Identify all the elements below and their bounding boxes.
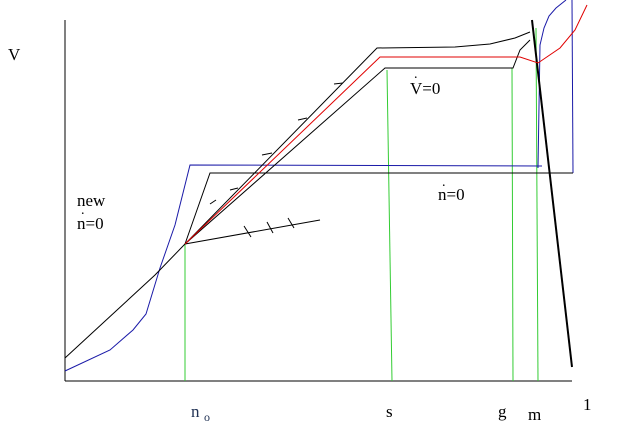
new-n-dot-dot: . [81, 203, 85, 218]
arrow-tick [333, 82, 344, 85]
new-n-dot-zero-label: n=0 [77, 214, 104, 233]
arrow-tick [209, 199, 217, 205]
black-curves [64, 19, 573, 368]
red-saddle-path [184, 4, 588, 245]
blue-rising-curve [64, 164, 543, 372]
outer-v-dot-curve [184, 31, 531, 245]
y-axis-label: V [8, 45, 21, 64]
n-dot-zero-locus [64, 172, 573, 359]
v-dot-zero-dot: . [414, 67, 418, 82]
blue-right-wall [571, 0, 574, 174]
new-label: new [77, 191, 106, 210]
label-n0: n [191, 402, 200, 421]
arrow-tick [266, 221, 274, 234]
x-axis-end-label: 1 [583, 395, 592, 414]
arrow-tick [287, 217, 295, 229]
label-m: m [528, 405, 541, 424]
direction-arrows [209, 82, 344, 238]
label-g: g [498, 402, 507, 421]
guide-g [511, 67, 514, 382]
green-guide-lines [184, 27, 539, 382]
steep-right-line [531, 19, 573, 368]
label-n0-subscript: o [204, 410, 210, 424]
guide-s [386, 69, 393, 382]
inner-v-dot-curve [184, 39, 531, 245]
n-dot-zero-dot: . [442, 175, 446, 190]
guide-m [535, 27, 539, 382]
arrow-tick [261, 152, 273, 156]
v-dot-zero-label: V=0 [410, 79, 440, 98]
blue-top-curve [537, 0, 567, 169]
n-dot-zero-label: n=0 [438, 185, 465, 204]
new-stable-arm [184, 219, 321, 245]
arrow-tick [229, 187, 239, 191]
label-s: s [386, 402, 393, 421]
blue-curves [64, 0, 574, 372]
arrow-tick [243, 225, 252, 238]
arrow-tick [297, 117, 308, 121]
